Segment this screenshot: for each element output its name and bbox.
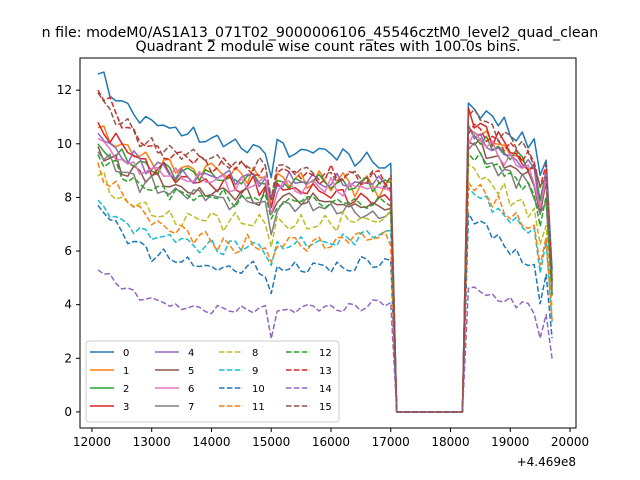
- legend-box: [85, 340, 340, 423]
- series-line-12: [97, 151, 553, 413]
- legend-label: 4: [188, 348, 194, 359]
- figure-suptitle: n file: modeM0/AS1A13_071T02_9000006106_…: [42, 25, 599, 41]
- series-line-11: [97, 162, 553, 413]
- x-tick-label: 15000: [252, 435, 290, 449]
- legend-label: 14: [319, 384, 332, 395]
- y-tick-label: 2: [64, 351, 72, 365]
- y-tick-label: 10: [57, 137, 72, 151]
- x-axis: 12000 13000 14000 15000 16000 17000 18000 19000…: [73, 428, 589, 449]
- legend-label: 0: [123, 348, 129, 359]
- x-tick-label: 14000: [192, 435, 230, 449]
- series-line-14: [97, 269, 553, 413]
- y-tick-label: 0: [64, 405, 72, 419]
- legend-label: 15: [319, 402, 332, 413]
- legend-label: 12: [319, 348, 332, 359]
- legend-label: 11: [252, 402, 265, 413]
- y-tick-label: 4: [64, 298, 72, 312]
- chart-title: Quadrant 2 module wise count rates with …: [135, 39, 520, 55]
- legend-label: 3: [123, 402, 129, 413]
- legend-label: 5: [188, 366, 194, 377]
- x-tick-label: 16000: [312, 435, 350, 449]
- legend-label: 2: [123, 384, 129, 395]
- legend-label: 1: [123, 366, 129, 377]
- plot-frame: [79, 57, 577, 429]
- x-tick-label: 20000: [551, 435, 589, 449]
- series-line-3: [97, 107, 553, 413]
- y-tick-label: 8: [64, 190, 72, 204]
- x-offset-label: +4.469e8: [517, 455, 576, 469]
- series-line-7: [97, 141, 553, 413]
- series-line-13: [97, 89, 553, 413]
- series-line-0: [97, 71, 553, 413]
- series-line-6: [97, 131, 553, 413]
- y-axis: 0 2 4 6 8 10 12: [57, 83, 80, 419]
- series-line-15: [97, 92, 553, 413]
- series-line-10: [97, 204, 553, 413]
- series-layer: [97, 71, 553, 413]
- x-tick-label: 17000: [372, 435, 410, 449]
- legend-label: 9: [252, 366, 258, 377]
- x-tick-label: 12000: [73, 435, 111, 449]
- legend-label: 13: [319, 366, 332, 377]
- x-tick-label: 13000: [133, 435, 171, 449]
- series-line-8: [97, 163, 553, 413]
- x-tick-label: 19000: [491, 435, 529, 449]
- y-tick-label: 6: [64, 244, 72, 258]
- legend-label: 7: [188, 402, 194, 413]
- y-tick-label: 12: [57, 83, 72, 97]
- x-tick-label: 18000: [431, 435, 469, 449]
- legend-label: 10: [252, 384, 265, 395]
- legend-label: 6: [188, 384, 194, 395]
- legend-label: 8: [252, 348, 258, 359]
